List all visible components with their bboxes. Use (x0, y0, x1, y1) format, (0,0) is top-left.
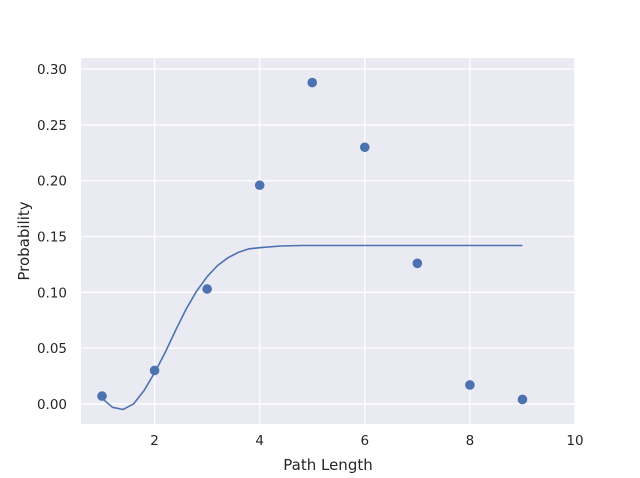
scatter-point (412, 258, 423, 269)
scatter-point (465, 380, 475, 390)
fit-curve-layer (101, 244, 523, 411)
y-tick-label: 0.05 (37, 341, 67, 357)
scatter-point (517, 394, 528, 405)
scatter-point (202, 284, 212, 294)
scatter-points (97, 77, 528, 405)
y-tick-label: 0.25 (37, 118, 67, 134)
plot-area (81, 58, 575, 424)
scatter-point (307, 77, 318, 88)
x-tick-label: 2 (150, 433, 159, 449)
scatter-point (254, 180, 265, 191)
x-tick-label: 6 (360, 433, 369, 449)
x-axis-label: Path Length (283, 456, 372, 474)
x-tick-label: 4 (255, 433, 264, 449)
x-tick-label: 8 (466, 433, 475, 449)
grid (81, 58, 576, 424)
y-tick-label: 0.20 (37, 174, 67, 190)
scatter-point (359, 142, 370, 153)
fit-curve (101, 244, 523, 411)
y-axis-label: Probability (15, 201, 33, 280)
scatter-point (149, 365, 160, 376)
scatter-point (97, 391, 107, 401)
tick-labels: 2 4 6 8 10 0.00 0.05 0.10 0.15 0.20 0.25 0.30 (37, 62, 584, 449)
y-tick-label: 0.00 (37, 397, 67, 413)
y-tick-label: 0.30 (37, 62, 67, 78)
y-tick-label: 0.15 (37, 230, 67, 246)
y-tick-label: 0.10 (37, 285, 67, 301)
x-tick-label: 10 (566, 433, 583, 449)
